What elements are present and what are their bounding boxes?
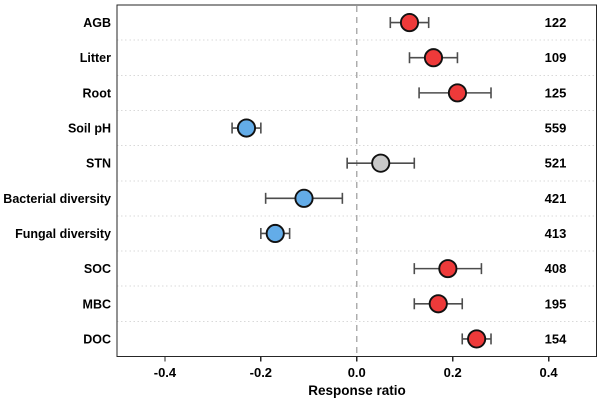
x-axis-title: Response ratio — [308, 383, 406, 398]
x-tick-label: 0.4 — [540, 365, 559, 380]
point-soil-ph — [236, 118, 257, 138]
sample-size-soc: 408 — [545, 261, 567, 276]
x-tick-label: 0.2 — [444, 365, 462, 380]
row-label-soc: SOC — [84, 262, 111, 276]
point-litter — [423, 48, 444, 68]
point-soc — [438, 259, 458, 279]
sample-size-stn: 521 — [545, 156, 567, 171]
sample-size-root: 125 — [545, 85, 567, 100]
row-label-agb: AGB — [83, 16, 111, 30]
point-doc — [467, 329, 487, 349]
sample-size-agb: 122 — [545, 15, 567, 30]
row-label-root: Root — [83, 86, 112, 100]
sample-size-mbc: 195 — [545, 296, 567, 311]
point-stn — [371, 153, 391, 173]
row-label-mbc: MBC — [83, 297, 111, 311]
sample-size-bacterial-diversity: 421 — [545, 191, 567, 206]
sample-size-doc: 154 — [545, 331, 567, 346]
row-label-soil-ph: Soil pH — [68, 122, 111, 136]
sample-size-fungal-diversity: 413 — [545, 226, 567, 241]
point-fungal-diversity — [265, 223, 285, 244]
sample-size-litter: 109 — [545, 50, 567, 65]
row-label-bacterial-diversity: Bacterial diversity — [3, 192, 111, 206]
row-label-doc: DOC — [83, 332, 111, 346]
sample-size-soil-ph: 559 — [545, 121, 567, 136]
x-tick-label: -0.4 — [154, 365, 177, 380]
x-tick-label: 0.0 — [348, 365, 366, 380]
point-root — [447, 83, 467, 103]
point-agb — [399, 13, 420, 33]
row-label-fungal-diversity: Fungal diversity — [15, 227, 111, 241]
x-tick-label: -0.2 — [250, 365, 272, 380]
row-label-stn: STN — [86, 157, 111, 171]
point-mbc — [428, 294, 448, 314]
point-bacterial-diversity — [294, 188, 314, 208]
row-label-litter: Litter — [80, 51, 111, 65]
